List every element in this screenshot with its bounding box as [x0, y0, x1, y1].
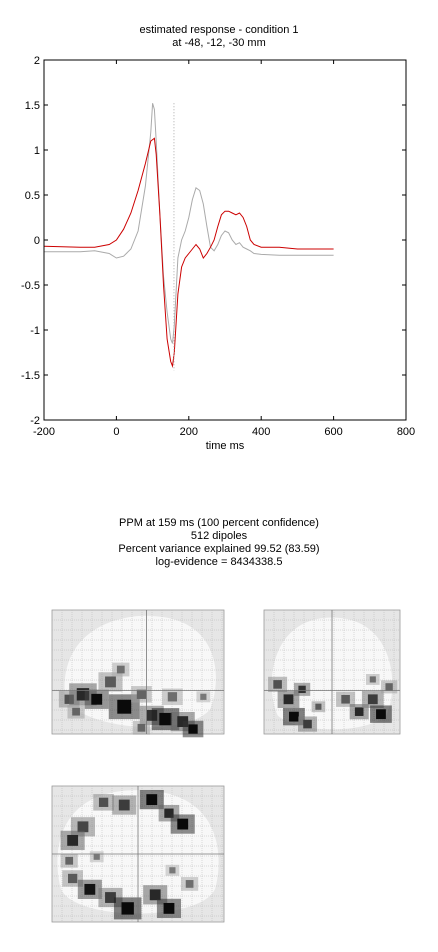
activation-peak [117, 699, 132, 714]
activation-peak [77, 821, 89, 833]
activation-peak [200, 693, 207, 700]
activation-peak [149, 889, 161, 901]
activation-peak [385, 683, 393, 691]
activation-peak [185, 880, 194, 888]
activation-peak [188, 724, 198, 734]
activation-peak [67, 834, 79, 846]
activation-peak [303, 719, 312, 729]
activation-peak [67, 873, 78, 884]
activation-peak [283, 694, 294, 705]
activation-peak [169, 867, 176, 874]
x-tick-label: 0 [113, 426, 119, 438]
activation-peak [137, 723, 146, 732]
activation-peak [93, 853, 100, 860]
y-tick-label: 1 [34, 145, 40, 157]
glass-brain-views [51, 609, 401, 923]
ppm-summary-line4: log-evidence = 8434338.5 [155, 556, 283, 568]
x-tick-label: 800 [397, 426, 415, 438]
activation-peak [116, 665, 125, 674]
chart-title-line2: at -48, -12, -30 mm [172, 37, 266, 49]
activation-peak [146, 794, 158, 806]
series-line-1 [43, 137, 334, 368]
activation-peak [298, 685, 306, 694]
chart-title-line1: estimated response - condition 1 [139, 24, 299, 36]
activation-peak [159, 712, 172, 726]
activation-peak [177, 818, 189, 830]
y-tick-label: 1.5 [25, 100, 40, 112]
activation-peak [84, 883, 96, 895]
x-tick-label: 200 [180, 426, 198, 438]
activation-peak [164, 808, 174, 818]
y-tick-label: -2 [30, 415, 40, 427]
activation-peak [163, 902, 175, 914]
glass-brain-sagittal [51, 609, 225, 738]
x-axis-label: time ms [206, 440, 245, 452]
activation-peak [105, 892, 116, 903]
response-plot: -200 0 200 400 600 800 2 1.5 1 0.5 0 -0.5 -1 -1.5 -2 ti… [21, 55, 415, 452]
y-tick-label: 2 [34, 55, 40, 67]
activation-peak [105, 676, 116, 688]
activation-peak [273, 680, 282, 689]
plot-frame [43, 59, 407, 421]
y-tick-label: 0 [34, 235, 40, 247]
x-tick-label: 400 [252, 426, 270, 438]
x-tick-label: 600 [324, 426, 342, 438]
series-line-2 [44, 103, 334, 344]
activation-peak [72, 707, 80, 716]
ppm-summary-line2: 512 dipoles [190, 530, 248, 542]
activation-peak [289, 711, 299, 722]
x-tick-label: -200 [33, 426, 55, 438]
activation-peak [369, 676, 376, 683]
glass-brain-coronal [263, 609, 401, 735]
activation-peak [65, 856, 74, 865]
activation-peak [341, 694, 350, 704]
ppm-summary-line1: PPM at 159 ms (100 percent confidence) [119, 517, 319, 529]
y-tick-label: -0.5 [21, 280, 40, 292]
y-tick-label: -1 [30, 325, 40, 337]
y-tick-label: -1.5 [21, 370, 40, 382]
ppm-summary-line3: Percent variance explained 99.52 (83.59) [118, 543, 320, 555]
activation-peak [98, 797, 109, 807]
activation-peak [354, 707, 364, 716]
activation-peak [367, 694, 378, 705]
activation-peak [91, 693, 103, 705]
activation-peak [167, 692, 178, 702]
activation-peak [376, 709, 386, 720]
activation-peak [136, 689, 147, 699]
activation-peak [315, 703, 322, 710]
y-tick-label: 0.5 [25, 190, 40, 202]
activation-peak [118, 799, 130, 811]
glass-brain-axial [51, 785, 225, 923]
activation-peak [121, 902, 134, 915]
